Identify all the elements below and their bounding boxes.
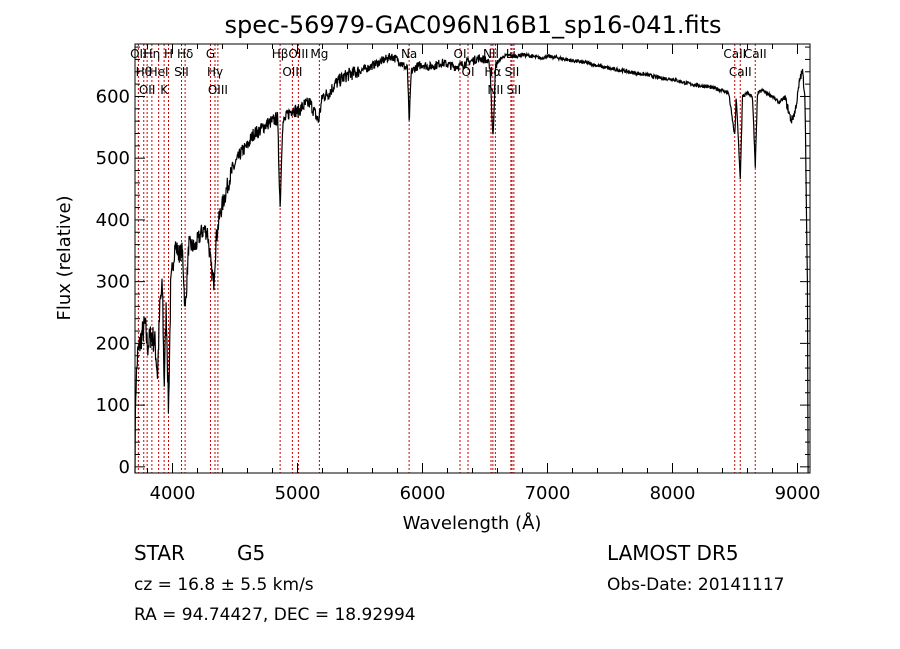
line-marker-label: OIII — [288, 47, 308, 61]
line-marker-label: OI — [454, 47, 467, 61]
line-marker-label: NII — [483, 47, 499, 61]
line-marker-label: G — [206, 47, 215, 61]
line-marker-label: H — [164, 47, 173, 61]
y-tick-label: 500 — [96, 148, 130, 169]
y-axis-label: Flux (relative) — [54, 195, 75, 320]
x-axis: 4000 5000 6000 7000 8000 9000 — [147, 44, 821, 504]
line-marker-label: SII — [174, 65, 189, 79]
spectrum-line — [134, 51, 809, 474]
line-marker-label: HeI — [149, 65, 169, 79]
line-marker-label: OII — [139, 83, 156, 97]
line-marker-label: Na — [401, 47, 417, 61]
x-tick-label: 5000 — [275, 483, 321, 504]
line-marker-label: Hγ — [207, 65, 223, 79]
line-marker-label: Mg — [310, 47, 328, 61]
line-marker-label: Hα — [484, 65, 501, 79]
line-marker-label: OIII — [282, 65, 302, 79]
object-subclass: G5 — [237, 541, 265, 565]
line-marker-label: Hθ — [136, 65, 152, 79]
plot-frame — [134, 43, 811, 474]
ra-dec: RA = 94.74427, DEC = 18.92994 — [134, 605, 416, 625]
x-tick-label: 8000 — [650, 483, 696, 504]
y-tick-label: 300 — [96, 272, 130, 293]
line-marker-label: OII — [130, 47, 147, 61]
y-tick-label: 400 — [96, 210, 130, 231]
survey-name: LAMOST DR5 — [607, 541, 739, 565]
line-marker-label: CaII — [744, 47, 767, 61]
line-marker-label: Hδ — [177, 47, 193, 61]
line-marker-label: Hβ — [272, 47, 289, 61]
y-tick-label: 0 — [119, 457, 130, 478]
y-tick-label: 600 — [96, 86, 130, 107]
x-tick-label: 7000 — [525, 483, 571, 504]
observation-date: Obs-Date: 20141117 — [607, 575, 784, 595]
x-tick-label: 6000 — [400, 483, 446, 504]
x-axis-label: Wavelength (Å) — [403, 512, 542, 534]
line-marker-label: K — [160, 83, 169, 97]
y-axis: 0 100 200 300 400 500 600 — [96, 46, 810, 478]
line-marker-label: Hη — [144, 47, 161, 61]
x-tick-label: 4000 — [150, 483, 196, 504]
spectral-line-markers — [137, 44, 756, 473]
line-marker-label: CaII — [729, 65, 752, 79]
line-marker-label: SII — [507, 83, 522, 97]
object-class: STAR — [134, 541, 185, 565]
redshift-cz: cz = 16.8 ± 5.5 km/s — [134, 575, 314, 595]
chart-title: spec-56979-GAC096N16B1_sp16-041.fits — [224, 11, 721, 39]
line-marker-label: SII — [505, 65, 520, 79]
x-tick-label: 9000 — [775, 483, 821, 504]
line-marker-label: OIII — [208, 83, 228, 97]
y-tick-label: 100 — [96, 395, 130, 416]
y-tick-label: 200 — [96, 333, 130, 354]
line-marker-label: CaII — [723, 47, 746, 61]
